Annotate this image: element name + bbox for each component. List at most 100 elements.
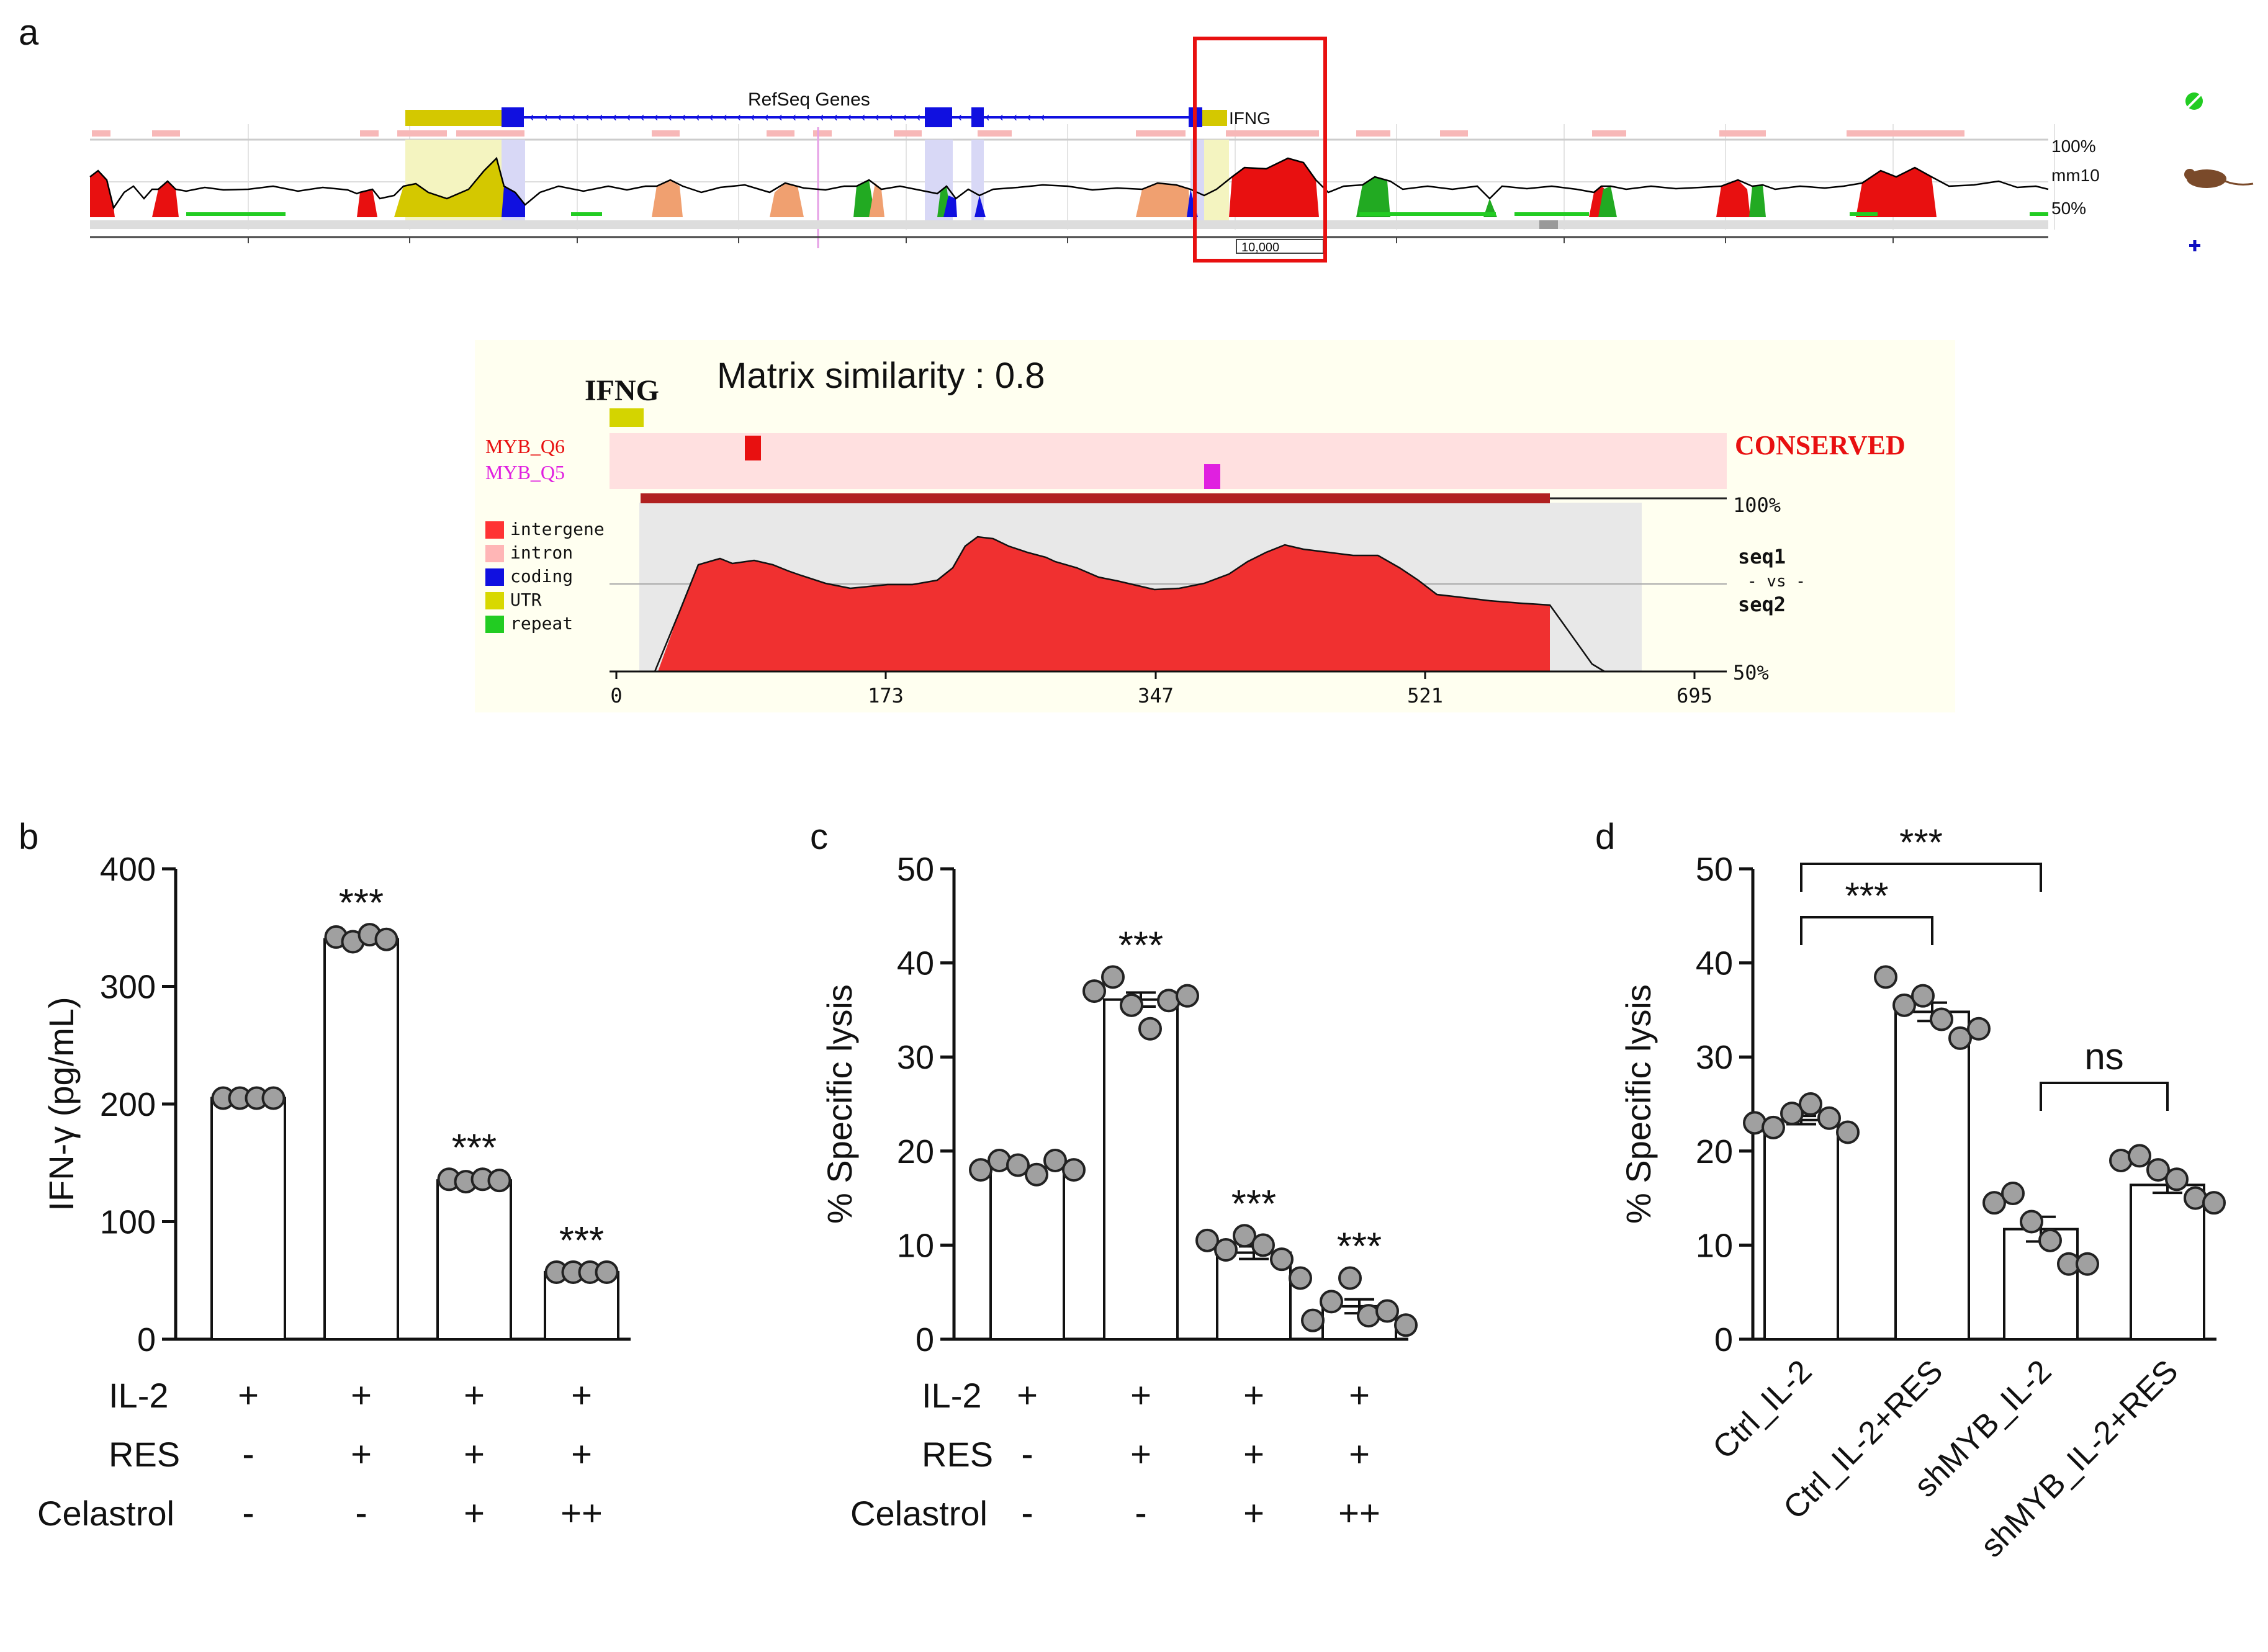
panel-label-a: a bbox=[19, 12, 39, 53]
data-point bbox=[1892, 993, 1916, 1017]
row-sign: + bbox=[1130, 1375, 1151, 1416]
row-sign: + bbox=[351, 1434, 372, 1475]
data-point bbox=[487, 1169, 511, 1193]
row-sign: ++ bbox=[560, 1493, 603, 1533]
data-point bbox=[1874, 965, 1897, 989]
significance-label: *** bbox=[1337, 1225, 1382, 1268]
scale-label: 10,000 bbox=[1241, 241, 1279, 254]
seq1-label: seq1 bbox=[1738, 545, 1786, 568]
legend-repeat: repeat bbox=[510, 613, 573, 634]
row-sign: + bbox=[238, 1375, 259, 1416]
row-sign: + bbox=[1349, 1375, 1370, 1416]
mouse-icon bbox=[2184, 169, 2254, 188]
genome-browser-track: ‹‹‹‹‹‹‹‹‹‹‹‹‹‹‹‹‹‹‹‹‹‹‹‹‹‹‹‹‹‹‹‹‹‹‹‹‹‹ R… bbox=[89, 37, 2254, 263]
data-point bbox=[1025, 1162, 1048, 1187]
row-sign: + bbox=[1017, 1375, 1038, 1416]
y-tick-label: 30 bbox=[1696, 1039, 1733, 1076]
significance-label: *** bbox=[452, 1126, 497, 1169]
y-tick-label: 20 bbox=[1696, 1133, 1733, 1170]
refseq-track-title: RefSeq Genes bbox=[748, 89, 870, 110]
row-sign: - bbox=[1021, 1434, 1033, 1475]
myb-q5-site bbox=[1204, 464, 1220, 489]
zoom-pct-bottom: 50% bbox=[1733, 661, 1769, 685]
bar bbox=[1894, 1010, 1970, 1340]
row-sign: + bbox=[464, 1375, 485, 1416]
data-point bbox=[374, 927, 398, 951]
seq2-label: seq2 bbox=[1738, 593, 1786, 616]
data-point bbox=[1948, 1026, 1972, 1050]
data-point bbox=[1176, 984, 1199, 1008]
row-sign: - bbox=[1021, 1493, 1033, 1533]
vs-label: - vs - bbox=[1747, 572, 1806, 591]
data-point bbox=[2038, 1228, 2062, 1252]
browser-species: mm10 bbox=[2051, 166, 2100, 185]
row-label: RES bbox=[922, 1435, 993, 1474]
y-axis-label: IFN-γ (pg/mL) bbox=[42, 997, 81, 1211]
data-point bbox=[1817, 1106, 1841, 1130]
data-point bbox=[1394, 1313, 1418, 1337]
conserved-label: CONSERVED bbox=[1735, 430, 1906, 460]
panel-label-b: b bbox=[19, 817, 38, 857]
data-point bbox=[1043, 1148, 1067, 1172]
significance-label: *** bbox=[1231, 1183, 1276, 1226]
data-point bbox=[1320, 1290, 1343, 1314]
data-point bbox=[1101, 965, 1125, 989]
data-point bbox=[1251, 1233, 1275, 1257]
data-point bbox=[261, 1086, 286, 1110]
data-point bbox=[2020, 1210, 2043, 1234]
data-point bbox=[1780, 1102, 1804, 1126]
row-sign: + bbox=[1243, 1493, 1264, 1533]
data-point bbox=[1214, 1237, 1238, 1262]
data-point bbox=[1082, 979, 1106, 1003]
row-sign: ++ bbox=[1338, 1493, 1380, 1533]
data-point bbox=[1289, 1266, 1312, 1290]
data-point bbox=[1762, 1115, 1785, 1139]
y-tick-label: 0 bbox=[916, 1321, 934, 1358]
matrix-similarity-label: Matrix similarity : 0.8 bbox=[717, 356, 1045, 396]
data-point bbox=[1836, 1120, 1860, 1144]
significance-bracket bbox=[2040, 1082, 2169, 1111]
row-sign: - bbox=[355, 1493, 367, 1533]
data-point bbox=[2202, 1191, 2226, 1215]
bar bbox=[323, 938, 399, 1340]
browser-pct-bottom: 50% bbox=[2051, 199, 2086, 218]
data-point bbox=[1233, 1224, 1256, 1248]
data-point bbox=[1930, 1007, 1953, 1031]
legend-utr: UTR bbox=[510, 590, 542, 610]
significance-label: *** bbox=[1118, 924, 1163, 967]
conservation-profile bbox=[90, 158, 1937, 217]
bar bbox=[2130, 1183, 2205, 1340]
row-sign: + bbox=[1243, 1375, 1264, 1416]
row-label: IL-2 bbox=[109, 1376, 169, 1415]
gene-label-ifng: IFNG bbox=[1229, 109, 1271, 128]
y-tick-label: 50 bbox=[897, 851, 934, 888]
legend-intergene: intergene bbox=[510, 519, 605, 539]
y-tick-label: 10 bbox=[1696, 1227, 1733, 1264]
significance-label: *** bbox=[339, 882, 384, 925]
zoom-gene-title: IFNG bbox=[585, 374, 659, 407]
zoom-xtick-521: 521 bbox=[1407, 684, 1443, 707]
row-label: Celastrol bbox=[37, 1494, 174, 1533]
category-label: Ctrl_IL-2 bbox=[1706, 1353, 1819, 1466]
legend-intron: intron bbox=[510, 542, 573, 563]
zoom-legend: intergene intron coding UTR repeat bbox=[485, 519, 605, 634]
bracket-label: *** bbox=[1899, 822, 1943, 863]
browser-pct-top: 100% bbox=[2051, 137, 2096, 156]
chart-ifng-secretion: 0 100 200 300 400 IFN-γ (pg/mL) *** *** *** IL-2 +… bbox=[37, 851, 631, 1533]
significance-bracket bbox=[1800, 863, 2042, 892]
y-tick-label: 400 bbox=[100, 851, 156, 888]
row-sign: + bbox=[351, 1375, 372, 1416]
chart-specific-lysis-treatment: 0 10 20 30 40 50 % Specific lysis *** *** *** IL-2… bbox=[820, 851, 1418, 1533]
row-sign: + bbox=[571, 1375, 592, 1416]
y-axis-label: % Specific lysis bbox=[1619, 984, 1658, 1224]
svg-text:‹‹‹‹‹‹‹‹‹‹‹‹‹‹‹‹‹‹‹‹‹‹‹‹‹‹‹‹‹‹: ‹‹‹‹‹‹‹‹‹‹‹‹‹‹‹‹‹‹‹‹‹‹‹‹‹‹‹‹‹‹‹‹‹‹‹‹‹‹ bbox=[528, 110, 1052, 125]
data-point bbox=[969, 1158, 992, 1182]
significance-label: *** bbox=[559, 1219, 604, 1262]
blue-plus-icon bbox=[2189, 240, 2200, 251]
row-label: RES bbox=[109, 1435, 180, 1474]
data-point bbox=[1006, 1153, 1030, 1177]
significance-bracket bbox=[1800, 916, 1933, 945]
y-tick-label: 20 bbox=[897, 1133, 934, 1170]
y-axis-label: % Specific lysis bbox=[820, 984, 859, 1224]
